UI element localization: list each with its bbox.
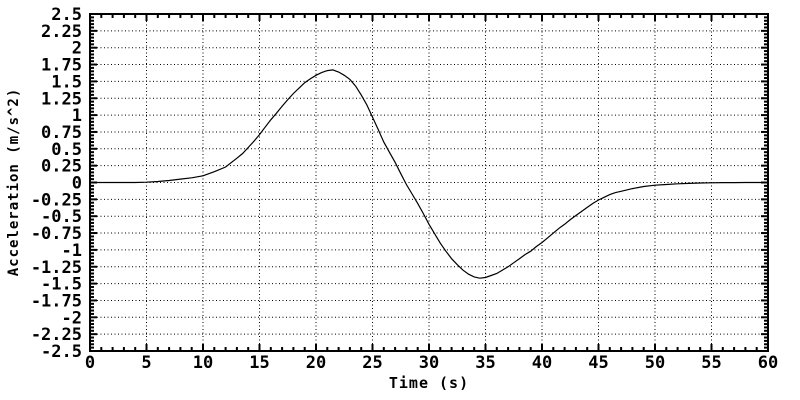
y-tick-label: 0 (72, 174, 82, 194)
y-tick-label: 1.5 (51, 72, 82, 92)
y-axis-title: Acceleration (m/s^2) (6, 87, 22, 277)
acceleration-curve (90, 69, 768, 279)
y-tick-label: -1.5 (41, 275, 82, 295)
x-tick-label: 30 (419, 353, 439, 373)
y-tick-label: -1.75 (31, 291, 82, 311)
x-tick-label: 55 (701, 353, 721, 373)
y-tick-label: -0.75 (31, 224, 82, 244)
y-tick-label: 0.75 (41, 123, 82, 143)
x-tick-label: 15 (249, 353, 269, 373)
y-tick-label: 2 (72, 39, 82, 59)
y-tick-label: -2.5 (41, 342, 82, 362)
y-tick-label: 1.25 (41, 89, 82, 109)
x-axis-title: Time (s) (388, 374, 470, 392)
x-tick-label: 45 (588, 353, 608, 373)
y-tick-label: -2 (62, 308, 82, 328)
y-tick-label: 1.75 (41, 56, 82, 76)
y-tick-label: -1 (62, 241, 82, 261)
x-tick-label: 0 (85, 353, 95, 373)
x-tick-label: 20 (306, 353, 326, 373)
x-tick-label: 40 (532, 353, 552, 373)
y-tick-label: -1.25 (31, 258, 82, 278)
y-tick-label: -0.25 (31, 190, 82, 210)
x-tick-label: 60 (758, 353, 778, 373)
y-tick-label: 1 (72, 106, 82, 126)
y-tick-label: -0.5 (41, 207, 82, 227)
x-tick-label: 10 (193, 353, 213, 373)
x-tick-label: 50 (645, 353, 665, 373)
x-tick-label: 35 (475, 353, 495, 373)
y-tick-label: 2.25 (41, 22, 82, 42)
x-tick-label: 25 (362, 353, 382, 373)
y-tick-label: 0.5 (51, 140, 82, 160)
y-tick-label: 0.25 (41, 157, 82, 177)
y-tick-label: -2.25 (31, 325, 82, 345)
x-tick-label: 5 (141, 353, 151, 373)
y-tick-label: 2.5 (51, 5, 82, 25)
